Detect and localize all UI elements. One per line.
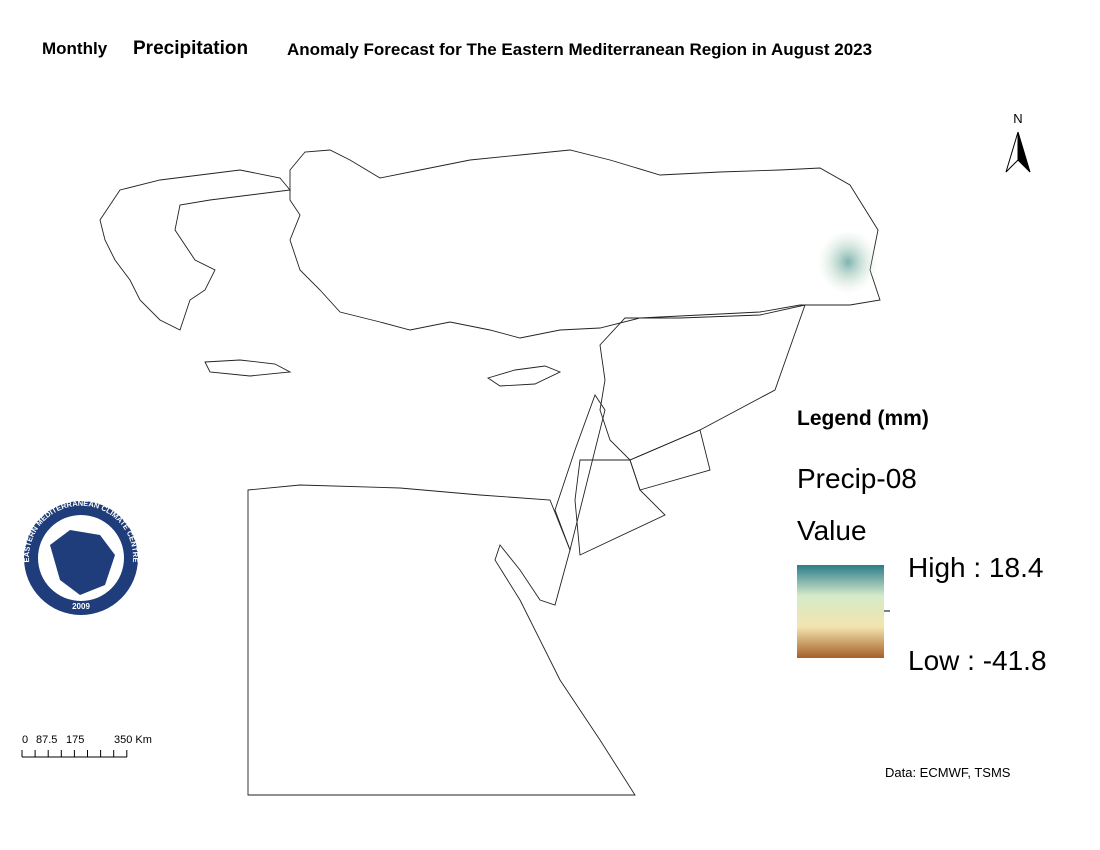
legend-ramp xyxy=(797,565,884,658)
north-arrow: N xyxy=(1005,111,1031,173)
legend-field: Value xyxy=(797,515,867,546)
turkey xyxy=(289,149,881,339)
scale-label: 0 xyxy=(22,734,28,746)
land xyxy=(99,149,881,796)
arrow-left xyxy=(1005,131,1019,173)
logo-map xyxy=(50,530,115,595)
cyprus xyxy=(486,365,562,387)
scale-label: 350 Km xyxy=(114,734,152,746)
scale-label: 87.5 xyxy=(36,734,57,746)
credit: Data: ECMWF, TSMS xyxy=(885,765,1011,780)
scale-bar: 0 87.5 175 350 Km xyxy=(21,734,152,758)
title-part: Precipitation xyxy=(133,38,248,59)
legend: Legend (mm) Precip-08 Value High : 18.4 … xyxy=(797,407,1047,676)
title-part: Anomaly Forecast for The Eastern Mediter… xyxy=(287,40,872,59)
legend-heading: Legend (mm) xyxy=(797,407,929,430)
arrow-right xyxy=(1017,131,1031,173)
crete xyxy=(204,359,292,377)
logo-year: 2009 xyxy=(72,602,90,611)
syria xyxy=(599,304,806,461)
legend-layer: Precip-08 xyxy=(797,463,917,494)
jordan xyxy=(574,459,666,556)
greece xyxy=(99,169,291,331)
egypt xyxy=(247,484,636,796)
north-label: N xyxy=(1013,111,1022,126)
title-part: Monthly xyxy=(42,39,108,58)
iraq-part xyxy=(629,429,711,491)
wet-area xyxy=(818,230,878,294)
legend-low: Low : -41.8 xyxy=(908,645,1047,676)
legend-high: High : 18.4 xyxy=(908,552,1043,583)
logo: EASTERN MEDITERRANEAN CLIMATE CENTRE 200… xyxy=(22,499,140,615)
levant xyxy=(554,394,606,552)
scale-label: 175 xyxy=(66,734,84,746)
